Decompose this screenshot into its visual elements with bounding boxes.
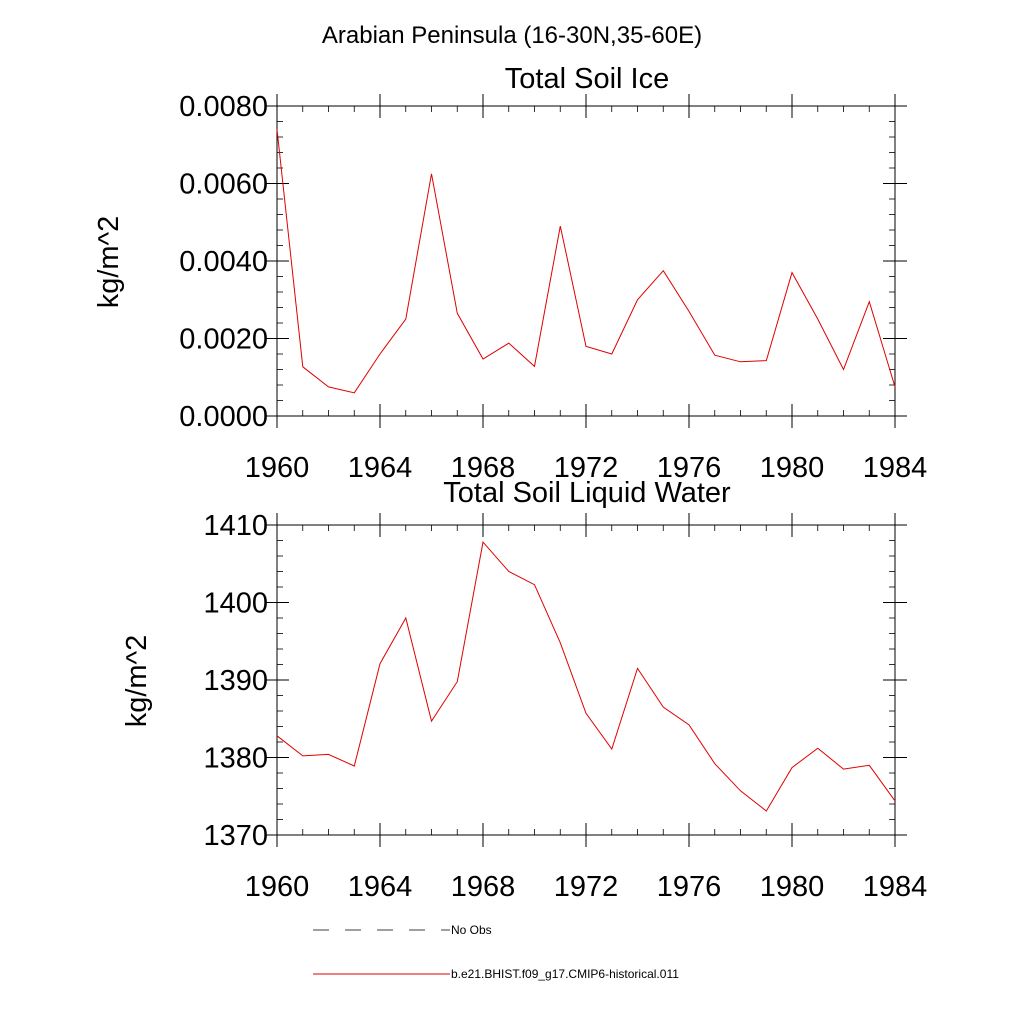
legend-label: b.e21.BHIST.f09_g17.CMIP6-historical.011 <box>451 967 679 981</box>
x-tick-label: 1980 <box>760 452 825 484</box>
chart-total-soil-ice: Total Soil Ice kg/m^2 1960 1964 1968 1972 19… <box>93 63 927 484</box>
x-tick-label: 1960 <box>245 871 310 903</box>
plot-area: 1960 1964 1968 1972 1976 1980 1984 1370 1380 1390… <box>203 510 927 903</box>
y-tick-label: 1370 <box>203 820 268 852</box>
x-tick-label: 1964 <box>348 871 413 903</box>
y-tick-label: 1380 <box>203 743 268 775</box>
y-tick-label: 0.0060 <box>179 169 268 201</box>
chart-total-soil-liquid-water: Total Soil Liquid Water kg/m^2 1960 1964 1… <box>121 477 927 903</box>
legend-entry-no-obs: No Obs <box>313 923 492 937</box>
x-tick-label: 1976 <box>657 871 722 903</box>
y-tick-label: 1390 <box>203 665 268 697</box>
x-tick-label: 1968 <box>451 871 516 903</box>
legend-entry-model: b.e21.BHIST.f09_g17.CMIP6-historical.011 <box>313 967 679 981</box>
x-tick-label: 1964 <box>348 452 413 484</box>
x-tick-label: 1980 <box>760 871 825 903</box>
x-tick-label: 1972 <box>554 452 619 484</box>
legend: No Obs b.e21.BHIST.f09_g17.CMIP6-histori… <box>313 923 679 981</box>
y-tick-label: 1400 <box>203 588 268 620</box>
legend-label: No Obs <box>451 923 492 937</box>
x-tick-label: 1976 <box>657 452 722 484</box>
y-tick-label: 1410 <box>203 510 268 542</box>
plot-area: 1960 1964 1968 1972 1976 1980 1984 0.0000 0.0020… <box>179 91 927 484</box>
x-tick-label: 1984 <box>863 452 928 484</box>
series-line <box>276 129 896 394</box>
y-axis-label: kg/m^2 <box>93 216 125 309</box>
x-tick-label: 1968 <box>451 452 516 484</box>
series-line <box>276 540 896 812</box>
y-tick-label: 0.0000 <box>179 401 268 433</box>
chart-title: Total Soil Liquid Water <box>443 477 731 509</box>
y-tick-label: 0.0020 <box>179 324 268 356</box>
y-tick-label: 0.0040 <box>179 246 268 278</box>
y-axis-label: kg/m^2 <box>121 635 153 728</box>
x-tick-label: 1972 <box>554 871 619 903</box>
chart-title: Total Soil Ice <box>505 63 669 95</box>
plot-frame <box>276 524 896 836</box>
figure-title: Arabian Peninsula (16-30N,35-60E) <box>322 22 702 49</box>
x-tick-label: 1960 <box>245 452 310 484</box>
y-tick-label: 0.0080 <box>179 91 268 123</box>
x-tick-label: 1984 <box>863 871 928 903</box>
